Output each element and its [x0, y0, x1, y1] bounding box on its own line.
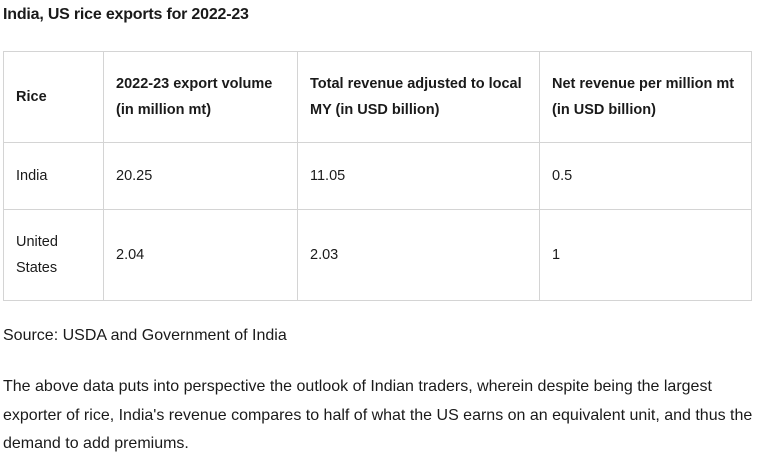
- table-row: India 20.25 11.05 0.5: [3, 142, 752, 210]
- body-paragraph: The above data puts into perspective the…: [3, 378, 753, 452]
- cell-total-revenue: 2.03: [297, 209, 540, 301]
- header-export-volume: 2022-23 export volume (in million mt): [103, 51, 298, 143]
- cell-export-volume: 2.04: [103, 209, 298, 301]
- header-total-revenue: Total revenue adjusted to local MY (in U…: [297, 51, 540, 143]
- cell-total-revenue: 11.05: [297, 142, 540, 210]
- table-row: United States 2.04 2.03 1: [3, 209, 752, 301]
- source-note: Source: USDA and Government of India: [3, 327, 287, 344]
- header-net-revenue: Net revenue per million mt (in USD billi…: [539, 51, 752, 143]
- header-rice: Rice: [3, 51, 104, 143]
- rice-exports-table: Rice 2022-23 export volume (in million m…: [3, 51, 752, 301]
- cell-country: United States: [3, 209, 104, 301]
- cell-country: India: [3, 142, 104, 210]
- cell-export-volume: 20.25: [103, 142, 298, 210]
- table-title: India, US rice exports for 2022-23: [3, 6, 249, 23]
- cell-net-revenue: 0.5: [539, 142, 752, 210]
- table-header-row: Rice 2022-23 export volume (in million m…: [3, 51, 752, 143]
- cell-net-revenue: 1: [539, 209, 752, 301]
